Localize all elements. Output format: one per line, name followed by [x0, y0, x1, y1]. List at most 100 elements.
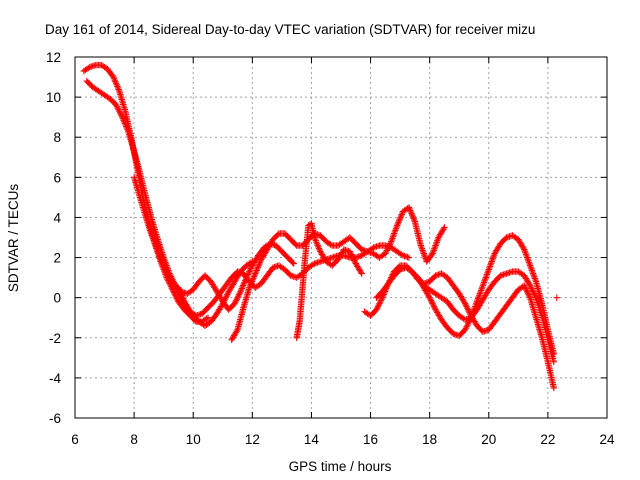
track-h-marker — [427, 297, 435, 304]
track-e-marker — [254, 265, 261, 273]
track-b-marker — [119, 113, 126, 121]
track-c-marker — [156, 253, 163, 260]
track-e-marker — [256, 259, 264, 266]
track-e-marker — [407, 207, 414, 214]
track-c-marker — [155, 249, 162, 257]
track-e-marker — [250, 273, 258, 280]
track-e-marker — [441, 224, 448, 231]
track-g-marker — [461, 300, 469, 307]
track-g-marker — [374, 303, 382, 310]
track-a-marker — [112, 80, 120, 87]
track-d-marker — [179, 295, 187, 302]
track-c-marker — [232, 297, 240, 304]
track-c-marker — [233, 295, 241, 303]
track-b-marker — [113, 101, 120, 109]
track-a-marker — [112, 78, 119, 85]
y-tick-label: -2 — [49, 331, 61, 346]
track-i-marker — [530, 289, 538, 297]
track-c-marker — [161, 263, 168, 271]
track-e-marker — [248, 279, 255, 287]
track-e-marker — [384, 245, 391, 253]
track-d-marker — [180, 296, 187, 304]
track-c-marker — [290, 260, 297, 267]
track-d-marker — [175, 285, 183, 293]
track-f-marker — [314, 242, 321, 249]
track-c-marker — [163, 268, 170, 275]
track-c-marker — [232, 298, 239, 306]
track-c-marker — [159, 259, 166, 266]
track-h-marker — [427, 295, 434, 303]
track-e-marker — [411, 216, 418, 224]
track-a-marker — [113, 81, 120, 89]
track-c-marker — [158, 257, 165, 265]
track-e-marker — [246, 282, 254, 290]
track-a-marker — [85, 64, 92, 72]
track-e-marker — [250, 275, 257, 282]
track-e-marker — [409, 213, 417, 220]
track-g-marker — [376, 300, 383, 307]
track-g-marker — [524, 289, 532, 297]
track-a-marker — [110, 73, 117, 81]
track-b-marker — [113, 103, 121, 110]
track-i-marker — [527, 283, 535, 291]
track-e-marker — [410, 215, 417, 222]
track-c-marker — [161, 265, 169, 272]
track-f-marker — [315, 243, 322, 251]
track-c-marker — [237, 288, 244, 295]
track-g-marker — [377, 297, 385, 304]
track-d-marker — [177, 290, 185, 298]
track-b-marker — [117, 110, 125, 118]
track-f-marker — [348, 252, 356, 260]
y-tick-label: 4 — [53, 210, 61, 225]
track-e-marker — [382, 250, 389, 257]
track-f-marker — [349, 254, 357, 261]
track-e-marker — [428, 251, 435, 259]
track-e-marker — [393, 222, 401, 229]
track-f-marker — [351, 257, 358, 264]
track-c-marker — [160, 262, 167, 269]
track-g-marker — [521, 282, 528, 289]
track-i-marker — [529, 286, 536, 294]
track-b-marker — [118, 112, 125, 119]
track-h-marker — [429, 300, 436, 307]
track-g-marker — [524, 288, 531, 295]
track-a-marker — [203, 315, 210, 322]
track-c-marker — [157, 254, 164, 261]
track-b-marker — [119, 115, 127, 122]
track-b-marker — [114, 104, 122, 112]
track-e-marker — [253, 267, 260, 274]
track-c-marker — [159, 260, 167, 268]
track-b-marker — [223, 292, 230, 300]
track-e-marker — [440, 225, 447, 233]
y-tick-label: 12 — [46, 50, 61, 65]
track-e-marker — [247, 281, 254, 288]
track-i-marker — [528, 285, 535, 292]
track-c-marker — [240, 280, 247, 288]
x-tick-label: 18 — [422, 432, 437, 447]
track-h-marker — [430, 301, 437, 309]
track-a-marker — [111, 76, 118, 84]
x-tick-label: 20 — [481, 432, 496, 447]
track-c-marker — [162, 266, 170, 274]
track-b-marker — [116, 109, 124, 116]
chart-labels: Day 161 of 2014, Sidereal Day-to-day VTE… — [6, 22, 615, 474]
track-c-marker — [247, 265, 255, 272]
track-e-marker — [398, 211, 405, 218]
axes — [74, 56, 608, 419]
track-b-marker — [222, 294, 229, 301]
track-c-marker — [241, 279, 248, 286]
track-e-marker — [397, 214, 404, 221]
track-f-marker — [351, 258, 359, 266]
track-g-marker — [376, 298, 384, 306]
track-j-marker — [553, 294, 560, 301]
track-e-marker — [382, 248, 390, 256]
track-d-marker — [177, 289, 184, 296]
track-c-marker — [235, 291, 243, 298]
x-tick-label: 16 — [363, 432, 378, 447]
x-tick-label: 6 — [71, 432, 79, 447]
track-e-marker — [246, 284, 253, 291]
track-a-marker — [204, 314, 212, 321]
